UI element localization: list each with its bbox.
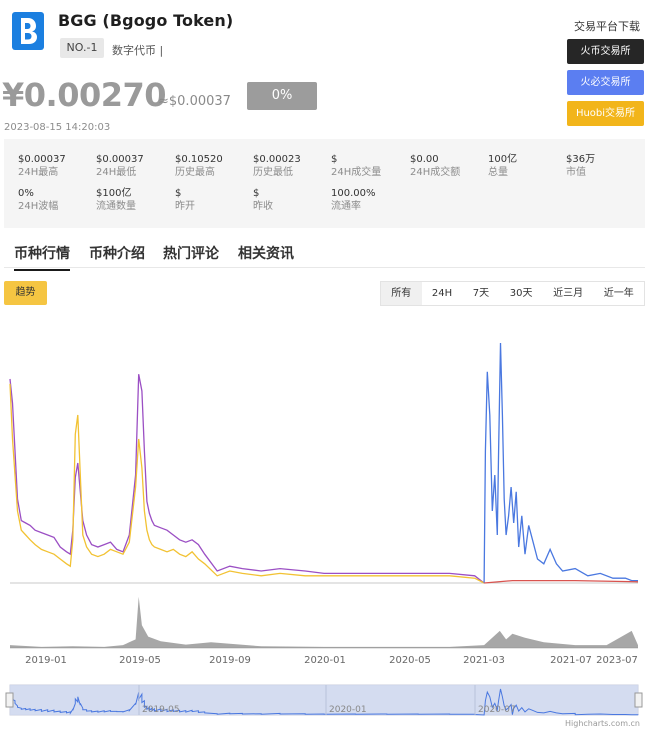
stat-24h-amplitude: 0% 24H波幅 — [18, 188, 59, 212]
exchange-button-huobi[interactable]: 火币交易所 — [567, 39, 644, 64]
navigator-selection[interactable] — [10, 685, 638, 715]
tabs-divider — [4, 267, 645, 268]
stat-24h-low: $0.00037 24H最低 — [96, 154, 144, 178]
bgogo-logo-icon — [12, 12, 44, 50]
price-chart[interactable]: 2019-01 2019-05 2019-09 2020-01 2020-05 … — [0, 310, 650, 737]
trend-button[interactable]: 趋势 — [4, 281, 47, 305]
navigator-right-handle[interactable] — [634, 692, 643, 708]
stat-24h-high: $0.00037 24H最高 — [18, 154, 66, 178]
content-tabs: 币种行情 币种介绍 热门评论 相关资讯 — [0, 240, 650, 271]
navigator-series — [9, 688, 639, 716]
stat-market-cap: $36万 市值 — [566, 154, 596, 178]
x-tick-label: 2020-01 — [304, 655, 346, 666]
price-series-line-2 — [483, 342, 638, 584]
price-series-group — [9, 342, 639, 584]
volume-series-group — [10, 596, 638, 648]
tab-intro[interactable]: 币种介绍 — [89, 246, 145, 262]
navigator[interactable]: 2019-05 2020-01 2020-07 — [5, 684, 643, 716]
navigator-tick-label: 2020-01 — [329, 705, 367, 715]
stat-yesterday-open: $ 昨开 — [175, 188, 195, 212]
coin-name: BGG (Bgogo Token) — [58, 11, 234, 30]
range-3m[interactable]: 近三月 — [553, 288, 584, 299]
market-stats-panel: $0.00037 24H最高 $0.00037 24H最低 $0.10520 历史最高… — [4, 139, 645, 228]
range-24h[interactable]: 24H — [431, 288, 453, 299]
stat-24h-turnover: $0.00 24H成交额 — [410, 154, 461, 178]
stat-yesterday-close: $ 昨收 — [253, 188, 273, 212]
price-series-line-1 — [9, 383, 485, 584]
stat-24h-volume: $24H成交量 — [331, 154, 382, 178]
volume-area — [10, 596, 638, 648]
rank-badge: NO.-1 — [60, 38, 104, 58]
range-7d[interactable]: 7天 — [472, 288, 490, 299]
x-tick-label: 2019-01 — [25, 655, 67, 666]
x-axis: 2019-01 2019-05 2019-09 2020-01 2020-05 … — [25, 655, 638, 666]
exchange-button-huobi-global[interactable]: 火必交易所 — [567, 70, 644, 95]
navigator-tick-label: 2020-07 — [478, 705, 516, 715]
range-30d[interactable]: 30天 — [509, 288, 533, 299]
price-series-line-0 — [9, 374, 485, 584]
range-1y[interactable]: 近一年 — [603, 288, 634, 299]
x-tick-label: 2019-05 — [119, 655, 161, 666]
x-tick-label: 2020-05 — [389, 655, 431, 666]
coin-category: 数字代币 | — [112, 44, 164, 57]
range-selector: 所有 24H 7天 30天 近三月 近一年 — [380, 281, 645, 306]
chart-credit[interactable]: Highcharts.com.cn — [565, 719, 640, 728]
range-all[interactable]: 所有 — [381, 282, 422, 305]
price-usd: ≈$0.00037 — [158, 94, 231, 109]
price-series-line-3 — [484, 579, 639, 584]
x-tick-label: 2021-07 — [550, 655, 592, 666]
tab-news[interactable]: 相关资讯 — [238, 246, 294, 262]
price-cny: ¥0.00270 — [2, 76, 167, 114]
x-tick-label: 2023-07 — [596, 655, 638, 666]
tab-comments[interactable]: 热门评论 — [163, 246, 219, 262]
exchange-button-huobi-en[interactable]: Huobi交易所 — [567, 101, 644, 126]
stat-total-supply: 100亿 总量 — [488, 154, 518, 178]
price-timestamp: 2023-08-15 14:20:03 — [4, 122, 111, 133]
navigator-left-handle[interactable] — [5, 692, 14, 708]
stat-all-time-low: $0.00023 历史最低 — [253, 154, 301, 178]
x-tick-label: 2021-03 — [463, 655, 505, 666]
stat-circulation-rate: 100.00% 流通率 — [331, 188, 376, 212]
navigator-tick-label: 2019-05 — [142, 705, 180, 715]
tab-market[interactable]: 币种行情 — [14, 243, 70, 271]
exchange-download-title: 交易平台下载 — [574, 20, 640, 33]
stat-all-time-high: $0.10520 历史最高 — [175, 154, 223, 178]
stat-circulating-supply: $100亿 流通数量 — [96, 188, 136, 212]
x-tick-label: 2019-09 — [209, 655, 251, 666]
price-change-badge: 0% — [247, 82, 317, 110]
